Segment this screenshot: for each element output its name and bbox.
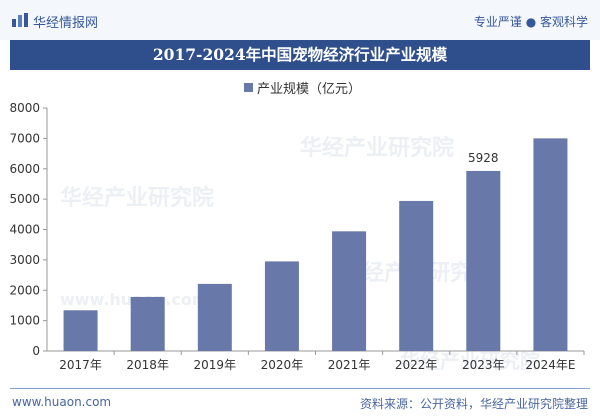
x-tick-label: 2024年E xyxy=(525,358,575,372)
header-slogan: 专业严谨 ● 客观科学 xyxy=(473,15,588,29)
y-tick-label: 6000 xyxy=(9,162,40,176)
bar xyxy=(466,170,501,351)
x-tick-label: 2017年 xyxy=(59,358,102,372)
bar xyxy=(197,283,232,351)
bar xyxy=(63,310,98,351)
brand-name: 华经情报网 xyxy=(33,16,99,31)
bar xyxy=(264,261,299,351)
legend-swatch xyxy=(244,83,253,92)
footer-source: 资料来源：公开资料，华经产业研究院整理 xyxy=(359,397,588,411)
legend-label: 产业规模（亿元） xyxy=(257,82,362,97)
y-tick-label: 1000 xyxy=(9,314,40,328)
bar-chart-logo-icon xyxy=(12,12,28,31)
x-tick-label: 2022年 xyxy=(395,358,438,372)
y-tick-label: 3000 xyxy=(9,253,40,267)
footer-divider xyxy=(10,388,590,389)
y-tick-label: 7000 xyxy=(9,131,40,145)
chart-legend: 产业规模（亿元） xyxy=(244,78,361,97)
bar xyxy=(332,231,367,351)
bar xyxy=(399,200,434,351)
x-tick-label: 2023年 xyxy=(462,358,505,372)
x-tick-label: 2020年 xyxy=(261,358,304,372)
y-tick-label: 2000 xyxy=(9,283,40,297)
y-tick-label: 5000 xyxy=(9,192,40,206)
x-tick-label: 2019年 xyxy=(194,358,237,372)
data-label: 5928 xyxy=(468,151,499,165)
x-tick-label: 2021年 xyxy=(328,358,371,372)
chart-title: 2017-2024年中国宠物经济行业产业规模 xyxy=(10,40,590,70)
header-bar: 华经情报网 专业严谨 ● 客观科学 xyxy=(0,0,600,40)
brand-logo: 华经情报网 xyxy=(12,12,98,31)
bar xyxy=(130,296,165,351)
y-tick-label: 4000 xyxy=(9,223,40,237)
y-tick-label: 0 xyxy=(32,344,40,358)
footer-website: www.huaon.com xyxy=(12,395,112,409)
y-tick-label: 8000 xyxy=(9,101,40,115)
bar xyxy=(533,138,568,351)
x-tick-label: 2018年 xyxy=(126,358,169,372)
